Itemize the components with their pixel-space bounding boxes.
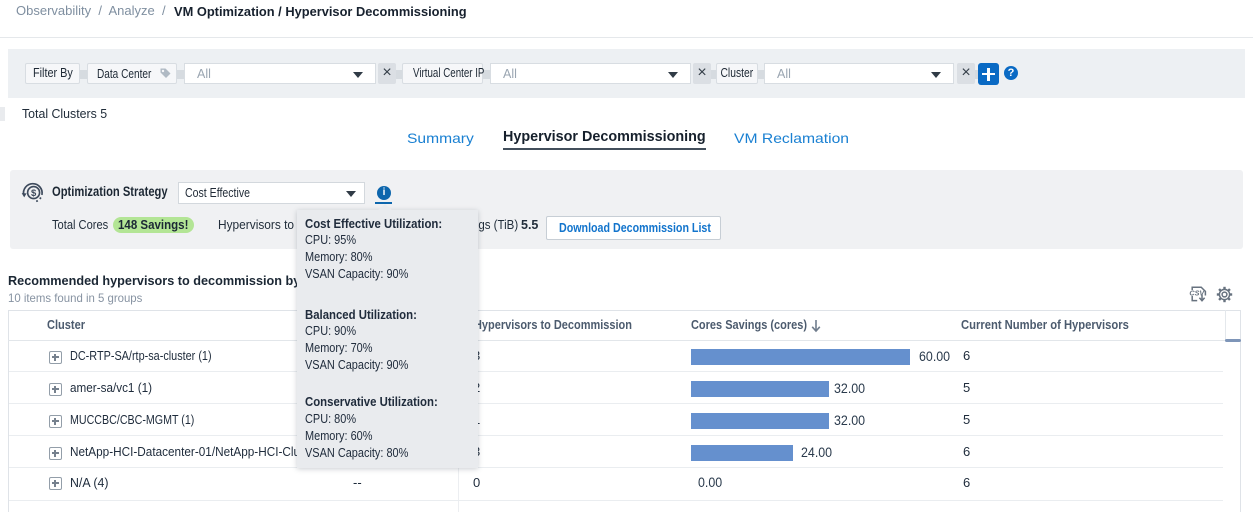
svg-text:$: $ bbox=[31, 188, 37, 199]
svg-text:CSV: CSV bbox=[1189, 288, 1205, 297]
